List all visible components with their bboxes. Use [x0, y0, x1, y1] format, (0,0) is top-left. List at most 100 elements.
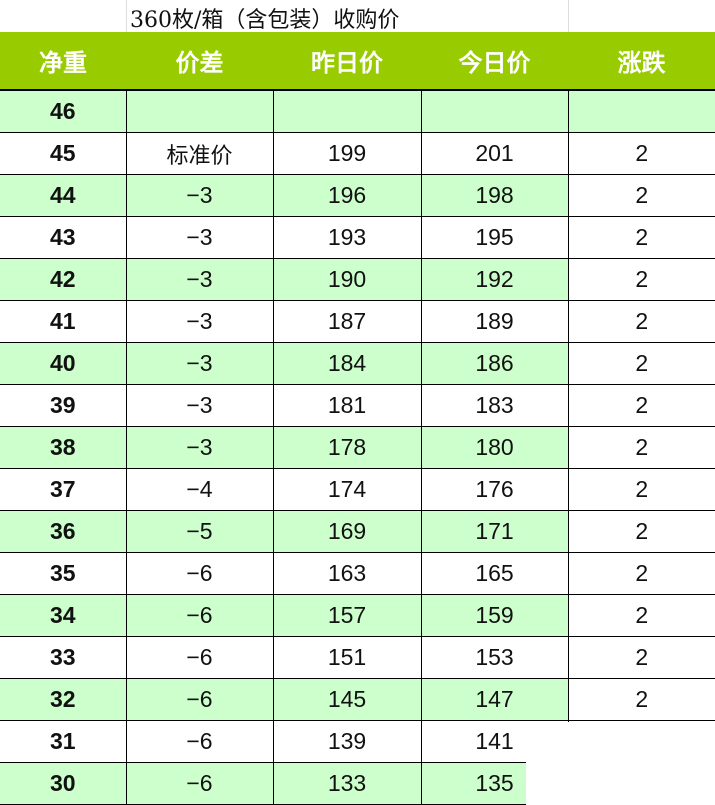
cell-yesterday-price[interactable]: 193 [272, 216, 422, 259]
cell-today-price[interactable]: 153 [420, 636, 569, 679]
cell-yesterday-price[interactable]: 157 [272, 594, 422, 637]
table-row: 36 −5 169 171 2 [0, 510, 715, 553]
table-row: 32 −6 145 147 2 [0, 678, 715, 721]
cell-yesterday-price[interactable]: 178 [272, 426, 422, 469]
cell-change[interactable]: 2 [567, 132, 715, 175]
cell-net-weight[interactable]: 36 [0, 510, 127, 553]
cell-net-weight[interactable]: 33 [0, 636, 127, 679]
cell-net-weight[interactable]: 44 [0, 174, 127, 217]
cell-price-diff[interactable]: −3 [125, 258, 274, 301]
cell-change[interactable]: 2 [567, 468, 715, 511]
cell-yesterday-price[interactable]: 169 [272, 510, 422, 553]
cell-change[interactable]: 2 [567, 636, 715, 679]
cell-price-diff[interactable]: −3 [125, 300, 274, 343]
table-row: 37 −4 174 176 2 [0, 468, 715, 511]
cell-net-weight[interactable]: 34 [0, 594, 127, 637]
cell-net-weight[interactable]: 42 [0, 258, 127, 301]
cell-today-price[interactable]: 171 [420, 510, 569, 553]
cell-net-weight[interactable]: 35 [0, 552, 127, 595]
cell-change[interactable]: 2 [567, 174, 715, 217]
cell-today-price[interactable]: 195 [420, 216, 569, 259]
cell-price-diff[interactable]: −6 [125, 720, 274, 763]
table-row: 38 −3 178 180 2 [0, 426, 715, 469]
cell-today-price[interactable]: 147 [420, 678, 569, 721]
cell-yesterday-price[interactable]: 139 [272, 720, 422, 763]
cell-yesterday-price[interactable]: 199 [272, 132, 422, 175]
cell-price-diff[interactable] [125, 89, 274, 133]
cell-price-diff[interactable]: −5 [125, 510, 274, 553]
cell-today-price[interactable]: 159 [420, 594, 569, 637]
cell-price-diff[interactable]: −6 [125, 552, 274, 595]
cell-today-price[interactable]: 180 [420, 426, 569, 469]
table-row: 33 −6 151 153 2 [0, 636, 715, 679]
cell-yesterday-price[interactable]: 174 [272, 468, 422, 511]
price-table: 净重 价差 昨日价 今日价 涨跌 46 45 标准价 199 201 2 44 −3 196 198 2 43… [0, 32, 715, 805]
cell-change[interactable]: 2 [567, 384, 715, 427]
cell-price-diff[interactable]: −3 [125, 174, 274, 217]
cell-yesterday-price[interactable]: 163 [272, 552, 422, 595]
cell-price-diff[interactable]: −4 [125, 468, 274, 511]
cell-today-price[interactable]: 186 [420, 342, 569, 385]
cell-net-weight[interactable]: 30 [0, 762, 127, 805]
cell-yesterday-price[interactable]: 151 [272, 636, 422, 679]
cell-change[interactable]: 2 [567, 258, 715, 301]
blank-overlay [568, 722, 715, 805]
cell-net-weight[interactable]: 41 [0, 300, 127, 343]
cell-today-price[interactable]: 165 [420, 552, 569, 595]
cell-net-weight[interactable]: 40 [0, 342, 127, 385]
cell-net-weight[interactable]: 38 [0, 426, 127, 469]
header-row: 净重 价差 昨日价 今日价 涨跌 [0, 32, 715, 91]
table-row: 39 −3 181 183 2 [0, 384, 715, 427]
cell-yesterday-price[interactable]: 184 [272, 342, 422, 385]
cell-today-price[interactable]: 198 [420, 174, 569, 217]
cell-change[interactable]: 2 [567, 594, 715, 637]
table-row: 45 标准价 199 201 2 [0, 132, 715, 175]
cell-today-price[interactable]: 189 [420, 300, 569, 343]
cell-net-weight[interactable]: 43 [0, 216, 127, 259]
table-row: 42 −3 190 192 2 [0, 258, 715, 301]
cell-yesterday-price[interactable]: 181 [272, 384, 422, 427]
cell-change[interactable]: 2 [567, 678, 715, 721]
cell-change[interactable]: 2 [567, 552, 715, 595]
cell-change[interactable]: 2 [567, 342, 715, 385]
sheet-title: 360枚/箱（含包装）收购价 [130, 8, 400, 33]
cell-yesterday-price[interactable] [272, 89, 422, 133]
cell-price-diff[interactable]: −6 [125, 636, 274, 679]
cell-price-diff[interactable]: −3 [125, 426, 274, 469]
cell-change[interactable]: 2 [567, 426, 715, 469]
cell-net-weight[interactable]: 31 [0, 720, 127, 763]
table-row: 41 −3 187 189 2 [0, 300, 715, 343]
cell-today-price[interactable] [420, 89, 569, 133]
cell-yesterday-price[interactable]: 133 [272, 762, 422, 805]
cell-net-weight[interactable]: 37 [0, 468, 127, 511]
cell-change[interactable] [567, 89, 715, 133]
title-row: 360枚/箱（含包装）收购价 [0, 0, 715, 33]
cell-yesterday-price[interactable]: 190 [272, 258, 422, 301]
cell-yesterday-price[interactable]: 145 [272, 678, 422, 721]
cell-price-diff[interactable]: −3 [125, 216, 274, 259]
table-row: 44 −3 196 198 2 [0, 174, 715, 217]
cell-price-diff[interactable]: −6 [125, 594, 274, 637]
cell-price-diff[interactable]: 标准价 [125, 132, 274, 175]
cell-today-price[interactable]: 176 [420, 468, 569, 511]
cell-change[interactable]: 2 [567, 510, 715, 553]
header-net-weight: 净重 [0, 32, 126, 91]
cell-price-diff[interactable]: −6 [125, 678, 274, 721]
cell-price-diff[interactable]: −6 [125, 762, 274, 805]
cell-change[interactable]: 2 [567, 300, 715, 343]
cell-net-weight[interactable]: 32 [0, 678, 127, 721]
cell-today-price[interactable]: 201 [420, 132, 569, 175]
header-price-diff: 价差 [126, 32, 273, 91]
cell-price-diff[interactable]: −3 [125, 384, 274, 427]
cell-net-weight[interactable]: 45 [0, 132, 127, 175]
cell-net-weight[interactable]: 46 [0, 89, 127, 133]
cell-yesterday-price[interactable]: 187 [272, 300, 422, 343]
cell-today-price[interactable]: 183 [420, 384, 569, 427]
cell-yesterday-price[interactable]: 196 [272, 174, 422, 217]
cell-price-diff[interactable]: −3 [125, 342, 274, 385]
table-row: 35 −6 163 165 2 [0, 552, 715, 595]
header-yesterday-price: 昨日价 [273, 32, 421, 91]
cell-change[interactable]: 2 [567, 216, 715, 259]
cell-net-weight[interactable]: 39 [0, 384, 127, 427]
cell-today-price[interactable]: 192 [420, 258, 569, 301]
